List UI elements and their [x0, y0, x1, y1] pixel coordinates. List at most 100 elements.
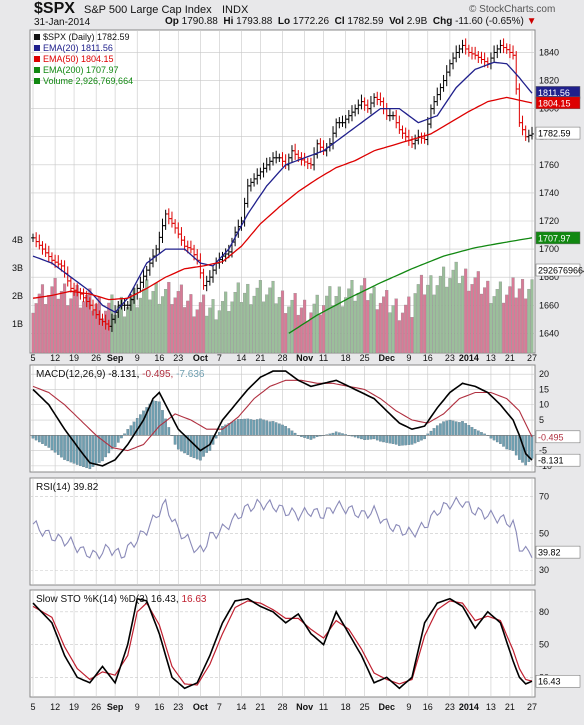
macd-histogram-bar — [214, 435, 218, 439]
volume-bar — [97, 296, 101, 354]
down-arrow-icon: ▼ — [526, 16, 537, 27]
rsi-tick-label: 70 — [539, 491, 549, 501]
volume-bar — [123, 316, 127, 354]
macd-histogram-bar — [91, 435, 95, 467]
exchange: INDX — [222, 4, 249, 16]
price-x-tick-label: Oct — [193, 353, 208, 363]
volume-bar — [382, 296, 386, 354]
macd-histogram-bar — [94, 435, 98, 465]
volume-bar — [344, 297, 348, 354]
price-x-tick-label: 16 — [154, 353, 164, 363]
macd-histogram-bar — [236, 419, 240, 436]
volume-bar — [293, 293, 297, 354]
macd-histogram-bar — [142, 410, 145, 436]
volume-bar — [141, 288, 146, 354]
macd-histogram-bar — [495, 435, 499, 443]
volume-bar — [192, 316, 196, 354]
sto-x-tick-label: 9 — [135, 702, 140, 712]
macd-value-macd: -8.131, — [108, 369, 142, 380]
macd-signal-line — [32, 379, 533, 452]
ema200-tag — [535, 231, 581, 245]
sto-k-line — [32, 597, 533, 690]
volume-tick-label: 4B — [12, 235, 23, 245]
volume-bar — [404, 304, 408, 354]
price-tick-label: 1760 — [539, 160, 559, 170]
volume-bar — [265, 294, 269, 354]
price-x-tick-label: 11 — [319, 353, 328, 363]
macd-histogram-bar — [271, 421, 275, 436]
sto-x-tick-label: 16 — [423, 702, 433, 712]
macd-histogram-bar — [116, 435, 120, 443]
volume-bar — [296, 314, 300, 354]
macd-histogram-bar — [514, 435, 518, 456]
macd-histogram-bar — [439, 423, 442, 436]
macd-histogram-bar — [167, 427, 171, 436]
volume-bar — [498, 281, 502, 354]
macd-histogram-bar — [467, 425, 471, 436]
macd-histogram-bar — [448, 419, 452, 436]
macd-value-tag — [535, 453, 581, 467]
vol-label: Vol — [389, 16, 404, 27]
price-x-tick-label: 28 — [277, 353, 287, 363]
volume-bar — [363, 278, 367, 354]
volume-bar — [230, 301, 234, 354]
volume-bar — [47, 295, 51, 354]
volume-bar — [524, 298, 528, 354]
macd-histogram-bar — [113, 435, 117, 448]
volume-bar — [167, 281, 171, 354]
macd-histogram-bar — [126, 429, 130, 436]
macd-histogram-bar — [75, 435, 79, 465]
price-x-tick-label: Dec — [378, 353, 395, 363]
rsi-tick-label: 30 — [539, 565, 549, 575]
volume-bar — [280, 290, 285, 354]
volume-bar — [277, 296, 281, 354]
macd-histogram-bar — [265, 420, 269, 436]
volume-bar — [195, 309, 199, 354]
macd-histogram-bar — [360, 435, 363, 440]
volume-bar — [205, 315, 209, 354]
volume-bar — [164, 289, 168, 354]
macd-histogram-bar — [180, 435, 183, 452]
ema50-tag-text: 1804.15 — [538, 98, 571, 108]
volume-bar — [274, 303, 278, 354]
macd-histogram-bar — [489, 435, 493, 439]
volume-bar — [104, 310, 108, 354]
legend-swatch — [34, 45, 40, 51]
ema-line-0 — [32, 61, 533, 314]
macd-title: MACD(12,26,9) -8.131, -0.495, -7.636 — [36, 369, 205, 380]
volume-bar — [416, 284, 420, 354]
macd-histogram-bar — [31, 435, 35, 439]
price-x-tick-label: 16 — [423, 353, 433, 363]
volume-bar — [217, 310, 221, 354]
macd-histogram-bar — [221, 426, 224, 436]
macd-value-signal: -0.495, — [142, 369, 176, 380]
sto-x-tick-label: 19 — [69, 702, 79, 712]
volume-tick-label: 1B — [12, 319, 23, 329]
macd-histogram-bar — [284, 426, 287, 436]
legend-swatch — [34, 34, 40, 40]
rsi-title: RSI(14) 39.82 — [36, 482, 99, 493]
volume-bar — [249, 304, 253, 354]
price-tick-label: 1680 — [539, 272, 559, 282]
volume-bar — [340, 306, 345, 354]
volume-bar — [287, 306, 291, 354]
volume-bar — [337, 286, 341, 354]
credit[interactable]: © StockCharts.com — [469, 4, 556, 15]
rsi-tick-label: 50 — [539, 528, 549, 538]
sto-k-value: 16.43, — [151, 594, 182, 605]
volume-bar — [176, 291, 180, 354]
macd-histogram-bar — [202, 435, 205, 457]
sto-x-tick-label: 9 — [406, 702, 411, 712]
macd-histogram-bar — [50, 435, 54, 451]
macd-histogram-bar — [85, 435, 88, 469]
volume-bar — [442, 266, 446, 354]
price-x-tick-label: 19 — [69, 353, 79, 363]
macd-histogram-bar — [38, 435, 41, 443]
ema-line-1 — [32, 96, 533, 301]
sto-x-tick-label: 16 — [154, 702, 164, 712]
macd-histogram-bar — [366, 435, 370, 440]
volume-bar — [66, 305, 70, 354]
price-x-tick-label: 14 — [236, 353, 246, 363]
volume-bar — [151, 291, 155, 354]
volume-bar — [306, 320, 310, 354]
